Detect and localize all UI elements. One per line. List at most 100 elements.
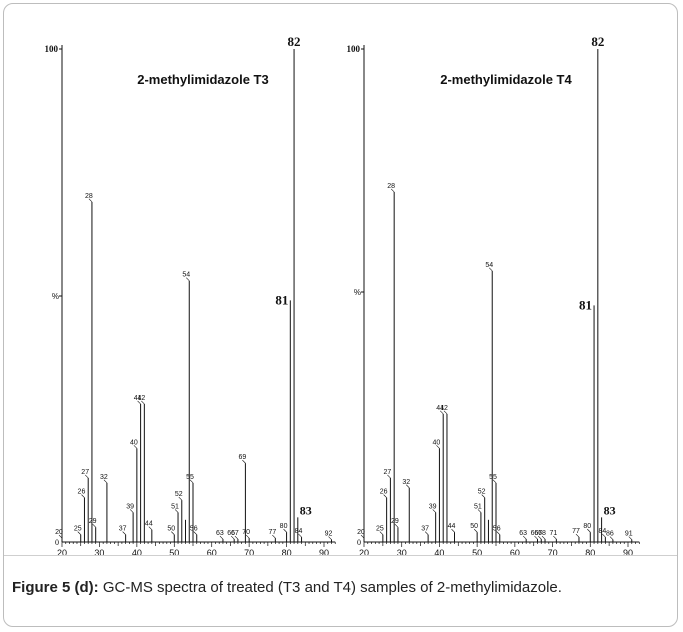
caption-separator xyxy=(4,555,677,556)
peak-leader-37 xyxy=(424,531,429,535)
peak-label-41: 41 xyxy=(134,395,142,402)
peak-label-44: 44 xyxy=(145,521,153,528)
peak-label-26: 26 xyxy=(78,489,86,496)
peak-leader-84 xyxy=(298,533,302,538)
y-label-0: 0 xyxy=(357,538,361,547)
peak-label-39: 39 xyxy=(429,503,437,510)
peak-label-80: 80 xyxy=(583,523,591,530)
peak-leader-54 xyxy=(186,277,190,281)
peak-leader-44 xyxy=(148,526,153,530)
peak-leader-29 xyxy=(92,523,96,528)
peak-label-32: 32 xyxy=(402,479,410,486)
spectrum-chart-1: 100%020 30 40 50 60 70 80 902-methylimidazole T… xyxy=(45,34,336,556)
x-tick-label: 70 xyxy=(548,548,558,556)
peak-label-28: 28 xyxy=(85,193,93,200)
peak-leader-42 xyxy=(141,400,145,405)
peak-label-66: 66 xyxy=(531,530,539,537)
y-label-percent: % xyxy=(52,292,59,301)
peak-label-52: 52 xyxy=(175,491,183,498)
peak-label-41: 41 xyxy=(436,405,444,412)
peak-leader-51 xyxy=(174,509,179,513)
peak-label-27: 27 xyxy=(384,469,392,476)
peak-leader-32 xyxy=(406,484,410,488)
figure-frame xyxy=(3,3,678,627)
peak-label-82: 82 xyxy=(288,34,301,49)
peak-label-84: 84 xyxy=(598,528,606,535)
peak-leader-27 xyxy=(84,474,89,479)
peak-leader-40 xyxy=(436,445,440,449)
y-label-100: 100 xyxy=(347,44,361,54)
peak-label-67: 67 xyxy=(231,530,239,537)
peak-leader-51 xyxy=(477,509,482,513)
peak-leader-52 xyxy=(178,496,182,501)
peak-label-55: 55 xyxy=(186,474,194,481)
x-tick-label: 20 xyxy=(57,548,67,556)
peak-leader-91 xyxy=(628,536,632,540)
peak-leader-84 xyxy=(602,533,606,538)
peak-label-54: 54 xyxy=(485,262,493,269)
peak-leader-50 xyxy=(473,528,478,533)
peak-label-26: 26 xyxy=(380,489,388,496)
chart-title: 2-methylimidazole T3 xyxy=(137,72,268,87)
caption-text: GC-MS spectra of treated (T3 and T4) sam… xyxy=(98,579,562,596)
peak-leader-70 xyxy=(245,534,250,539)
peak-label-63: 63 xyxy=(216,530,224,537)
peak-leader-28 xyxy=(390,188,395,193)
peak-leader-56 xyxy=(496,531,500,535)
peak-leader-28 xyxy=(88,198,93,203)
peak-label-71: 71 xyxy=(549,530,557,537)
peak-leader-63 xyxy=(522,535,527,540)
peak-label-56: 56 xyxy=(493,526,501,533)
peak-leader-68 xyxy=(541,535,546,540)
peak-label-28: 28 xyxy=(387,183,395,190)
peak-leader-66 xyxy=(230,535,235,540)
peak-label-80: 80 xyxy=(280,523,288,530)
peak-label-81: 81 xyxy=(275,292,288,307)
peak-leader-69 xyxy=(242,459,246,464)
peak-label-69: 69 xyxy=(239,454,247,461)
peak-label-86: 86 xyxy=(606,531,614,538)
x-tick-label: 60 xyxy=(510,548,520,556)
peak-label-50: 50 xyxy=(167,526,175,533)
peak-leader-86 xyxy=(609,536,614,540)
peak-label-29: 29 xyxy=(89,518,97,525)
peak-label-77: 77 xyxy=(268,529,276,536)
peak-label-20: 20 xyxy=(55,529,63,536)
peak-leader-66 xyxy=(534,535,538,540)
peak-label-66: 66 xyxy=(227,530,235,537)
peak-leader-80 xyxy=(587,528,591,533)
x-tick-label: 90 xyxy=(319,548,329,556)
peak-leader-92 xyxy=(328,536,332,540)
peak-label-77: 77 xyxy=(572,528,580,535)
peak-leader-77 xyxy=(575,533,580,538)
peak-label-91: 91 xyxy=(625,531,633,538)
x-tick-label: 50 xyxy=(169,548,179,556)
peak-leader-67 xyxy=(538,535,542,540)
y-label-0: 0 xyxy=(55,538,59,547)
x-tick-label: 80 xyxy=(282,548,292,556)
chart-title: 2-methylimidazole T4 xyxy=(440,72,572,87)
peak-label-25: 25 xyxy=(74,526,82,533)
peak-label-54: 54 xyxy=(182,272,190,279)
x-tick-label: 90 xyxy=(623,548,633,556)
peak-leader-50 xyxy=(171,531,175,535)
peak-leader-20 xyxy=(58,534,63,539)
peak-label-67: 67 xyxy=(534,530,542,537)
peak-leader-55 xyxy=(492,479,497,484)
x-tick-label: 50 xyxy=(472,548,482,556)
spectra-charts: 100%020 30 40 50 60 70 80 902-methylimidazole T… xyxy=(45,34,640,556)
caption-label: Figure 5 (d): xyxy=(12,579,99,596)
x-tick-label: 80 xyxy=(585,548,595,556)
peak-label-37: 37 xyxy=(421,526,429,533)
x-tick-label: 70 xyxy=(244,548,254,556)
peak-leader-77 xyxy=(272,534,276,539)
peak-label-40: 40 xyxy=(433,439,441,446)
peak-label-27: 27 xyxy=(81,469,89,476)
peak-leader-27 xyxy=(387,474,391,479)
peak-label-82: 82 xyxy=(591,34,604,49)
peak-label-39: 39 xyxy=(126,503,134,510)
peak-leader-54 xyxy=(489,267,493,272)
peak-label-51: 51 xyxy=(474,503,482,510)
y-label-percent: % xyxy=(354,288,361,297)
y-label-100: 100 xyxy=(45,44,59,54)
